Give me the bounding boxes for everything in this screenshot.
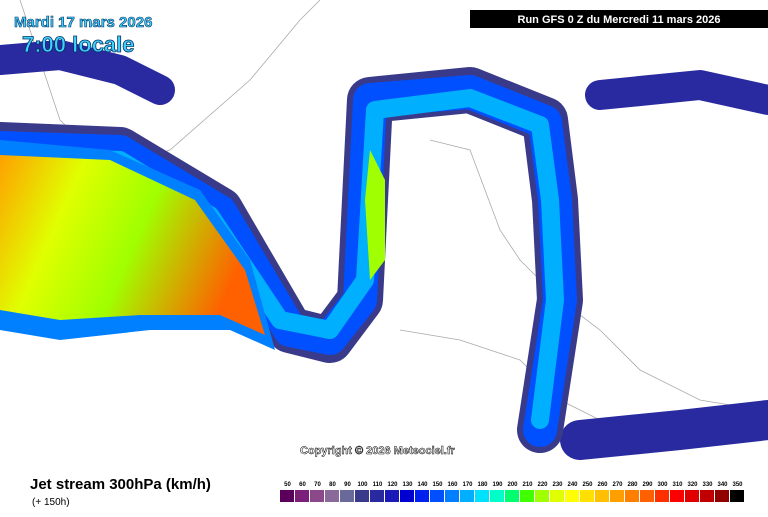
legend-label: 350: [732, 482, 743, 488]
legend-label: 250: [582, 482, 593, 488]
legend-swatch: [580, 490, 594, 502]
legend-swatch: [295, 490, 309, 502]
legend-swatch: [550, 490, 564, 502]
legend-swatch: [325, 490, 339, 502]
legend-label: 210: [522, 482, 533, 488]
legend-label: 320: [687, 482, 698, 488]
legend-swatch: [715, 490, 729, 502]
legend-label: 190: [492, 482, 503, 488]
legend-swatch: [445, 490, 459, 502]
legend-swatch: [415, 490, 429, 502]
legend-label: 70: [314, 482, 321, 488]
legend-label: 50: [284, 482, 291, 488]
legend-label: 130: [402, 482, 413, 488]
legend-label: 90: [344, 482, 351, 488]
legend-swatch: [730, 490, 744, 502]
legend-swatch: [505, 490, 519, 502]
legend-label: 270: [612, 482, 623, 488]
legend-label: 150: [432, 482, 443, 488]
legend-swatch: [670, 490, 684, 502]
legend-swatch: [640, 490, 654, 502]
legend-label: 160: [447, 482, 458, 488]
legend-label: 340: [717, 482, 728, 488]
legend-swatch: [280, 490, 294, 502]
run-label: Run GFS 0 Z du Mercredi 11 mars 2026: [518, 14, 721, 26]
legend-label: 100: [357, 482, 368, 488]
legend-swatch: [610, 490, 624, 502]
legend-label: 310: [672, 482, 683, 488]
legend-swatch: [475, 490, 489, 502]
legend-swatch: [355, 490, 369, 502]
legend-swatch: [685, 490, 699, 502]
legend-label: 230: [552, 482, 563, 488]
legend-label: 220: [537, 482, 548, 488]
legend-swatch: [595, 490, 609, 502]
copyright: Copyright © 2026 Meteociel.fr: [300, 445, 456, 457]
legend-swatch: [460, 490, 474, 502]
legend-label: 200: [507, 482, 518, 488]
legend-swatch: [700, 490, 714, 502]
legend: 50 60 70 80 90 100 110 120 130 140 150 160 170 180 190…: [280, 482, 744, 502]
valid-date: Mardi 17 mars 2026: [14, 14, 152, 31]
legend-swatch: [490, 490, 504, 502]
legend-label: 60: [299, 482, 306, 488]
legend-swatch: [385, 490, 399, 502]
legend-swatch: [430, 490, 444, 502]
legend-swatch: [565, 490, 579, 502]
legend-swatch: [370, 490, 384, 502]
legend-label: 170: [462, 482, 473, 488]
legend-swatch: [655, 490, 669, 502]
legend-swatch: [400, 490, 414, 502]
legend-swatch: [625, 490, 639, 502]
footer-title: Jet stream 300hPa (km/h): [30, 476, 211, 493]
legend-label: 260: [597, 482, 608, 488]
legend-swatch: [520, 490, 534, 502]
footer-lead: (+ 150h): [32, 497, 70, 508]
jet-stream: [0, 40, 768, 460]
legend-label: 290: [642, 482, 653, 488]
legend-swatch: [310, 490, 324, 502]
legend-label: 280: [627, 482, 638, 488]
legend-label: 240: [567, 482, 578, 488]
local-time: 7:00 locale: [22, 32, 135, 57]
legend-swatch: [340, 490, 354, 502]
legend-swatch: [535, 490, 549, 502]
legend-label: 330: [702, 482, 713, 488]
run-box: [470, 10, 768, 28]
legend-label: 80: [329, 482, 336, 488]
legend-label: 300: [657, 482, 668, 488]
legend-label: 110: [373, 482, 383, 488]
legend-label: 180: [477, 482, 488, 488]
legend-label: 140: [417, 482, 428, 488]
legend-label: 120: [387, 482, 398, 488]
